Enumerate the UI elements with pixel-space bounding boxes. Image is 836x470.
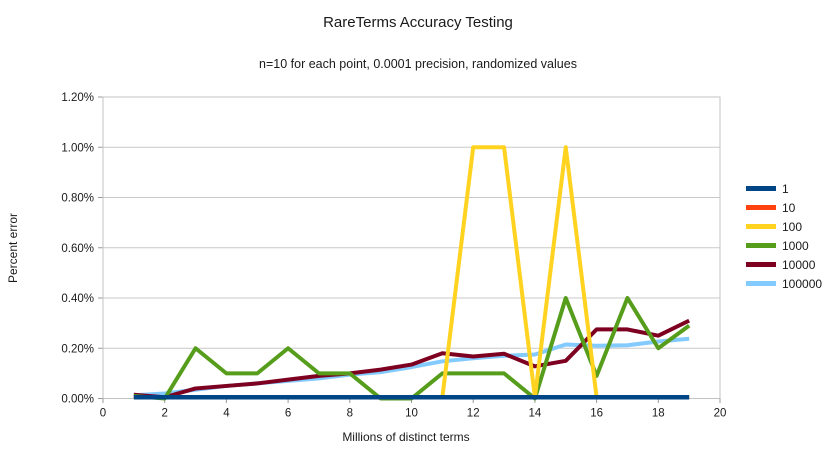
legend-label: 10000 <box>782 257 816 272</box>
legend-label: 100000 <box>782 276 823 291</box>
y-tick-label: 1.20% <box>61 92 94 104</box>
legend-item-10: 10 <box>746 198 822 217</box>
x-tick-label: 2 <box>161 408 167 420</box>
series-line-100 <box>133 145 690 400</box>
legend-swatch-10 <box>746 205 776 210</box>
legend-item-100000: 100000 <box>746 274 822 293</box>
legend-swatch-10000 <box>746 262 776 267</box>
legend-item-1: 1 <box>746 179 822 198</box>
x-tick-label: 18 <box>652 408 665 420</box>
x-tick-label: 10 <box>405 408 418 420</box>
y-tick-label: 0.20% <box>61 343 94 355</box>
y-tick-label: 0.80% <box>61 193 94 205</box>
x-tick-label: 4 <box>223 408 230 420</box>
x-tick-label: 12 <box>467 408 480 420</box>
legend-label: 10 <box>782 200 796 215</box>
x-tick-label: 14 <box>529 408 542 420</box>
legend-item-1000: 1000 <box>746 236 822 255</box>
x-tick-label: 6 <box>285 408 291 420</box>
legend-label: 100 <box>782 219 803 234</box>
x-tick-label: 0 <box>100 408 106 420</box>
x-axis-title: Millions of distinct terms <box>342 430 470 444</box>
y-tick-label: 0.40% <box>61 293 94 305</box>
y-tick-label: 0.60% <box>61 243 94 255</box>
y-tick-label: 0.00% <box>61 394 94 406</box>
x-tick-label: 20 <box>714 408 727 420</box>
legend-swatch-1 <box>746 186 776 191</box>
legend-item-10000: 10000 <box>746 255 822 274</box>
legend-label: 1 <box>782 181 789 196</box>
y-tick-label: 1.00% <box>61 142 94 154</box>
chart-legend: 1 10 100 1000 10000 100000 <box>746 179 822 293</box>
legend-swatch-100000 <box>746 281 776 286</box>
chart-subtitle: n=10 for each point, 0.0001 precision, r… <box>259 57 577 71</box>
legend-label: 1000 <box>782 238 809 253</box>
chart-title: RareTerms Accuracy Testing <box>323 14 513 31</box>
legend-item-100: 100 <box>746 217 822 236</box>
y-axis-title: Percent error <box>6 212 20 284</box>
series-line-10000 <box>133 318 691 400</box>
legend-swatch-100 <box>746 224 776 229</box>
legend-swatch-1000 <box>746 243 776 248</box>
x-tick-label: 8 <box>347 408 353 420</box>
x-tick-label: 16 <box>590 408 603 420</box>
